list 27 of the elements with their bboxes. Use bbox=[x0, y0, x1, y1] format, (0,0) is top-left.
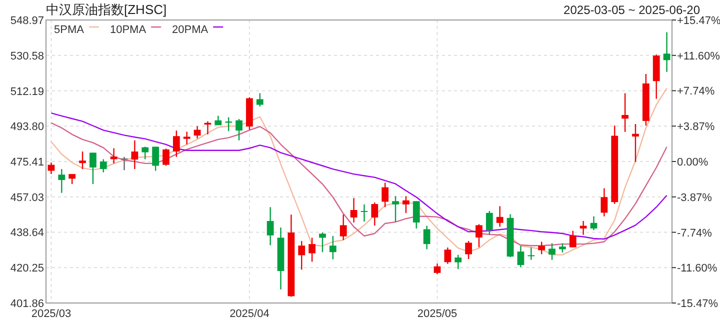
y2-tick-label: +15.47% bbox=[677, 15, 720, 27]
y-tick-label: 530.58 bbox=[10, 50, 44, 62]
y2-tick-label: +3.87% bbox=[677, 121, 715, 134]
legend-label: 20PMA bbox=[172, 24, 209, 36]
y2-tick-label: +11.60% bbox=[677, 50, 720, 62]
y2-tick-label: 0.00% bbox=[677, 156, 708, 168]
line-series bbox=[50, 88, 668, 256]
y2-tick-label: -11.60% bbox=[677, 262, 718, 275]
chart-subtitle: 2025-03-05 ~ 2025-06-20 bbox=[564, 3, 700, 17]
x-tick-label: 2025/05 bbox=[417, 308, 458, 320]
y-tick-label: 401.86 bbox=[10, 298, 44, 310]
y2-tick-label: -3.87% bbox=[677, 192, 712, 204]
y2-tick-label: -7.74% bbox=[677, 227, 712, 240]
y-tick-label: 512.19 bbox=[10, 86, 44, 98]
chart-title: 中汉原油指数[ZHSC] bbox=[46, 2, 167, 17]
y-tick-label: 438.64 bbox=[10, 227, 44, 240]
legend-label: 10PMA bbox=[110, 24, 147, 36]
y-tick-label: 475.41 bbox=[10, 156, 44, 169]
y-tick-label: 420.25 bbox=[10, 262, 44, 275]
y-tick-label: 493.80 bbox=[10, 121, 44, 134]
legend-label: 5PMA bbox=[54, 24, 85, 36]
x-tick-label: 2025/04 bbox=[230, 308, 270, 320]
x-tick-label: 2025/03 bbox=[31, 308, 72, 320]
y-tick-label: 457.03 bbox=[10, 192, 44, 204]
y2-tick-label: +7.74% bbox=[677, 86, 715, 98]
y2-tick-label: -15.47% bbox=[677, 298, 718, 310]
y-tick-label: 548.97 bbox=[10, 15, 44, 27]
